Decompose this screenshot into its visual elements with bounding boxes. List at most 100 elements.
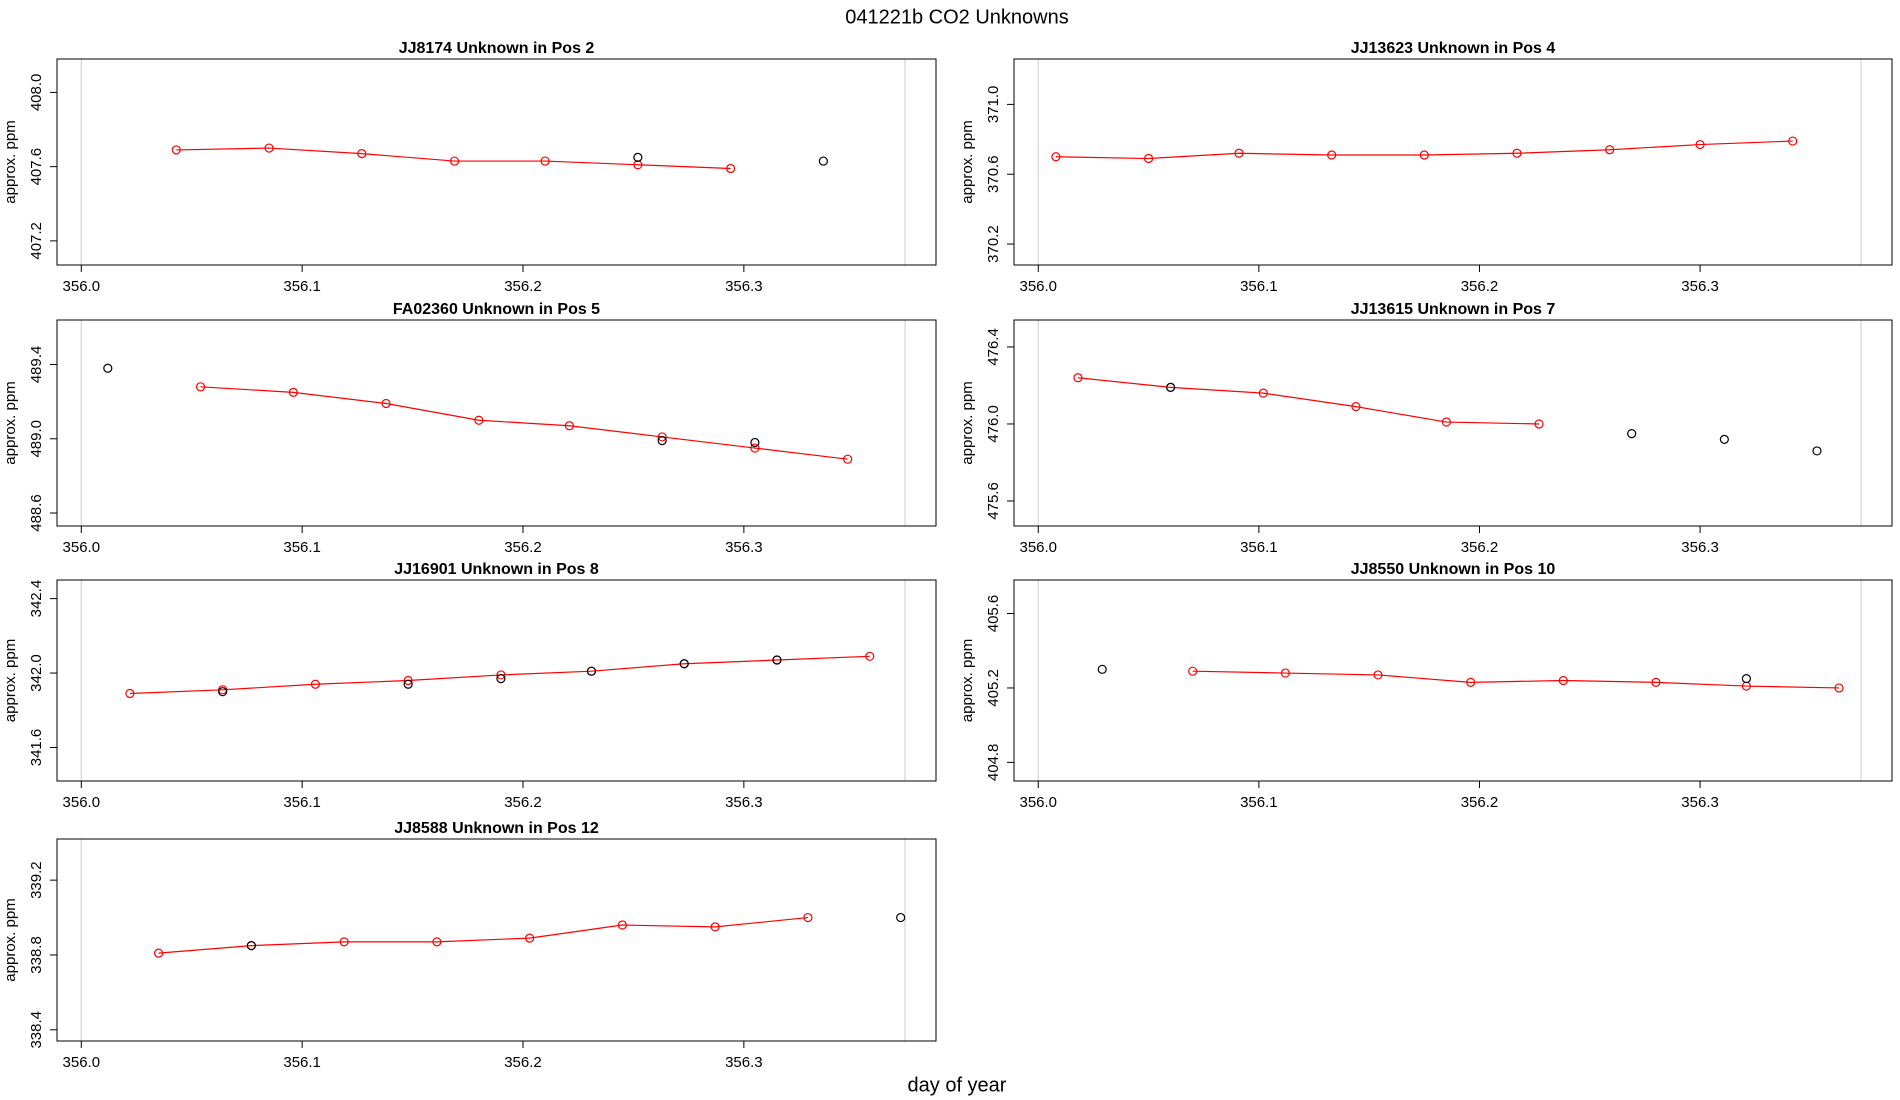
- data-point: [357, 149, 367, 159]
- data-point: [750, 437, 760, 448]
- data-point: [586, 666, 597, 676]
- y-tick-label: 405.2: [985, 669, 1002, 707]
- panel-title: JJ8550 Unknown in Pos 10: [1351, 561, 1556, 578]
- x-tick-label: 356.0: [1019, 794, 1057, 811]
- data-point: [1280, 668, 1290, 678]
- data-point: [1788, 136, 1798, 146]
- panel: JJ16901 Unknown in Pos 8 approx. ppm 356.0…: [2, 561, 937, 811]
- data-point: [1327, 150, 1337, 160]
- data-point: [264, 143, 274, 153]
- data-point: [195, 382, 206, 392]
- x-tick-label: 356.1: [283, 539, 321, 556]
- x-tick-label: 356.2: [1461, 278, 1499, 295]
- y-tick-label: 342.4: [28, 580, 45, 618]
- x-tick-label: 356.3: [725, 1054, 763, 1071]
- y-tick-label: 370.6: [985, 155, 1002, 193]
- data-point: [865, 651, 875, 661]
- y-tick-label: 404.8: [985, 744, 1002, 782]
- data-point: [896, 912, 906, 923]
- plot-frame: [56, 58, 937, 266]
- y-tick-label: 370.2: [985, 225, 1002, 263]
- panel-title: FA02360 Unknown in Pos 5: [393, 301, 600, 318]
- y-axis-label: approx. ppm: [2, 898, 19, 981]
- series-line: [1055, 140, 1793, 160]
- data-point: [171, 145, 181, 155]
- data-point: [1719, 434, 1729, 444]
- data-point: [474, 415, 484, 425]
- x-axis-label: day of year: [908, 1074, 1007, 1096]
- data-point: [218, 687, 228, 697]
- x-tick-label: 356.3: [725, 278, 763, 295]
- data-point: [1051, 152, 1061, 162]
- y-tick-label: 342.0: [28, 654, 45, 692]
- data-point: [403, 679, 413, 689]
- data-point: [125, 688, 135, 699]
- data-point: [679, 659, 689, 669]
- y-axis-label: approx. ppm: [2, 639, 19, 722]
- data-point: [103, 363, 113, 373]
- x-tick-label: 356.3: [1681, 794, 1719, 811]
- y-axis-label: approx. ppm: [959, 120, 976, 203]
- y-tick-label: 407.2: [28, 222, 45, 260]
- data-point: [710, 922, 720, 932]
- series-line: [200, 386, 848, 460]
- series-line: [1077, 377, 1540, 425]
- panel: FA02360 Unknown in Pos 5 approx. ppm 356.0…: [2, 301, 937, 556]
- x-tick-label: 356.1: [1240, 278, 1278, 295]
- x-tick-label: 356.2: [504, 539, 542, 556]
- panel: JJ8550 Unknown in Pos 10 approx. ppm 356.0…: [959, 561, 1893, 811]
- series-line: [1192, 670, 1840, 689]
- data-point: [818, 156, 828, 166]
- x-tick-label: 356.0: [63, 278, 101, 295]
- data-point: [1834, 683, 1844, 693]
- data-point: [381, 398, 391, 409]
- data-point: [1558, 675, 1568, 686]
- x-tick-label: 356.2: [504, 278, 542, 295]
- plot-frame: [1013, 319, 1893, 527]
- x-tick-label: 356.1: [283, 794, 321, 811]
- data-point: [1143, 153, 1154, 164]
- panel: JJ13623 Unknown in Pos 4 approx. ppm 356.0…: [959, 40, 1893, 295]
- panel-title: JJ13623 Unknown in Pos 4: [1351, 40, 1556, 57]
- series-line: [176, 147, 731, 170]
- data-point: [1351, 402, 1361, 412]
- data-point: [750, 443, 760, 453]
- data-point: [496, 674, 506, 684]
- y-tick-label: 338.4: [28, 1011, 45, 1049]
- y-tick-label: 489.4: [28, 346, 45, 384]
- data-point: [633, 152, 643, 162]
- y-axis-label: approx. ppm: [2, 120, 19, 203]
- y-tick-label: 489.0: [28, 420, 45, 458]
- data-point: [432, 937, 442, 947]
- x-tick-label: 356.0: [1019, 539, 1057, 556]
- data-point: [1534, 419, 1544, 429]
- plot-frame: [1013, 579, 1893, 782]
- panel-title: JJ16901 Unknown in Pos 8: [394, 561, 599, 578]
- plot-frame: [56, 838, 937, 1042]
- data-point: [310, 679, 320, 689]
- y-tick-label: 338.8: [28, 936, 45, 974]
- data-point: [1073, 373, 1083, 383]
- data-point: [449, 156, 460, 166]
- data-point: [403, 675, 413, 686]
- data-point: [540, 156, 550, 166]
- data-point: [1512, 148, 1522, 158]
- x-tick-label: 356.3: [1681, 539, 1719, 556]
- panel: JJ13615 Unknown in Pos 7 approx. ppm 356.0…: [959, 301, 1893, 556]
- y-tick-label: 339.2: [28, 861, 45, 899]
- data-point: [1627, 428, 1637, 439]
- x-tick-label: 356.1: [1240, 539, 1278, 556]
- y-axis-label: approx. ppm: [959, 381, 976, 464]
- x-tick-label: 356.0: [63, 539, 101, 556]
- x-tick-label: 356.2: [504, 1054, 542, 1071]
- x-tick-label: 356.3: [725, 539, 763, 556]
- data-point: [1188, 666, 1198, 676]
- data-point: [1441, 417, 1451, 427]
- y-tick-label: 408.0: [28, 74, 45, 112]
- plot-frame: [56, 579, 937, 782]
- panel-title: JJ8588 Unknown in Pos 12: [394, 820, 599, 837]
- data-point: [657, 436, 667, 446]
- data-point: [1695, 139, 1705, 150]
- data-point: [726, 163, 736, 174]
- x-tick-label: 356.1: [1240, 794, 1278, 811]
